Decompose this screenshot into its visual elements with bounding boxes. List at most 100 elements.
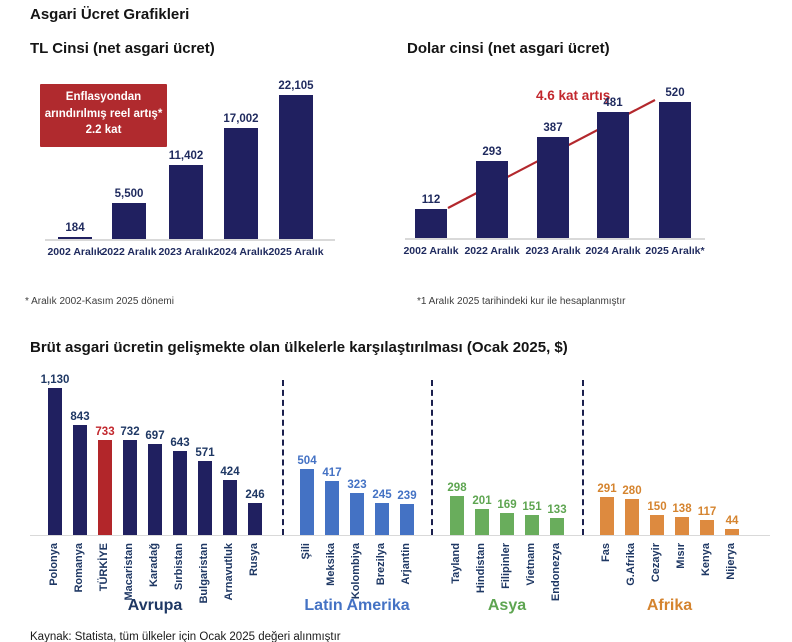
category-label-2024-aral-k: 2024 Aralık xyxy=(585,245,641,257)
category-label-2023-aral-k: 2023 Aralık xyxy=(158,246,214,258)
value-label-polonya: 1,130 xyxy=(40,374,70,386)
value-label-s-rbistan: 643 xyxy=(170,437,190,449)
category-label-2024-aral-k: 2024 Aralık xyxy=(213,246,269,258)
value-label-2022-aral-k: 5,500 xyxy=(114,188,144,200)
value-label-meksika: 417 xyxy=(322,467,342,479)
country-label-tayland: Tayland xyxy=(450,543,462,584)
source-note: Kaynak: Statista, tüm ülkeler için Ocak … xyxy=(30,631,341,642)
value-label-kenya: 117 xyxy=(697,506,717,518)
country-label-cezayir: Cezayir xyxy=(650,543,662,583)
country-label-s-rbistan: Sırbistan xyxy=(173,543,185,591)
country-label-arnavutluk: Arnavutluk xyxy=(223,543,235,601)
inflation-callout: Enflasyondan arındırılmış reel artış* 2.… xyxy=(40,84,167,147)
usd-bar-chart: 4.6 kat artış 112 2002 Aralık 293 2022 Aral… xyxy=(403,70,792,275)
tl-chart-title: TL Cinsi (net asgari ücret) xyxy=(30,40,215,57)
bar-romanya xyxy=(73,425,87,535)
bar-cezayir xyxy=(650,515,664,535)
bar-2025-aral-k xyxy=(659,102,691,238)
bar-2024-aral-k xyxy=(224,128,258,239)
country-comparison-chart: 1,130 Polonya 843 Romanya 733 TÜRKİYE 732 Macar… xyxy=(30,365,780,620)
country-label-rusya: Rusya xyxy=(248,543,260,577)
country-label-fas: Fas xyxy=(600,543,612,562)
bar-polonya xyxy=(48,388,62,535)
bar-macaristan xyxy=(123,440,137,535)
value-label-brezilya: 245 xyxy=(372,489,392,501)
comparison-x-axis xyxy=(30,535,770,536)
bar-tayland xyxy=(450,496,464,535)
callout-line-2: arındırılmış reel artış* xyxy=(44,107,163,120)
country-label-g-afrika: G.Afrika xyxy=(625,543,637,586)
value-label-nijerya: 44 xyxy=(725,515,739,527)
country-label-endonezya: Endonezya xyxy=(550,543,562,602)
country-label-bulgaristan: Bulgaristan xyxy=(198,543,210,604)
bar-s-rbistan xyxy=(173,451,187,535)
bar-ili xyxy=(300,469,314,535)
bar-filipinler xyxy=(500,513,514,535)
country-label-vietnam: Vietnam xyxy=(525,543,537,586)
category-label-2002-aral-k: 2002 Aralık xyxy=(403,245,459,257)
value-label-2025-aral-k: 520 xyxy=(665,87,685,99)
country-label-hindistan: Hindistan xyxy=(475,543,487,594)
tl-x-axis xyxy=(45,239,335,241)
value-label-fas: 291 xyxy=(597,483,617,495)
value-label-hindistan: 201 xyxy=(472,495,492,507)
country-label-romanya: Romanya xyxy=(73,543,85,593)
bar-2023-aral-k xyxy=(169,165,203,239)
value-label-romanya: 843 xyxy=(70,411,90,423)
callout-line-1: Enflasyondan xyxy=(65,91,142,103)
bar-2025-aral-k xyxy=(279,95,313,239)
separator-asya-afrika xyxy=(582,380,584,535)
group-label-afrika: Afrika xyxy=(646,597,693,614)
value-label-macaristan: 732 xyxy=(120,426,140,438)
usd-chart-title: Dolar cinsi (net asgari ücret) xyxy=(407,40,610,57)
value-label-m-s-r: 138 xyxy=(672,503,692,515)
value-label-arnavutluk: 424 xyxy=(220,466,240,478)
value-label-2024-aral-k: 17,002 xyxy=(223,113,259,125)
country-label-karada: Karadağ xyxy=(148,543,160,588)
group-label-avrupa: Avrupa xyxy=(127,597,183,614)
usd-x-axis xyxy=(405,238,705,240)
bar-bulgaristan xyxy=(198,461,212,535)
value-label-g-afrika: 280 xyxy=(622,485,642,497)
bar-arjantin xyxy=(400,504,414,535)
country-label-filipinler: Filipinler xyxy=(500,543,512,589)
group-label-asya: Asya xyxy=(487,597,527,614)
value-label-karada: 697 xyxy=(145,430,165,442)
country-label-kolombiya: Kolombiya xyxy=(350,543,362,600)
value-label-vietnam: 151 xyxy=(522,501,542,513)
country-label-ili: Şili xyxy=(300,543,312,560)
value-label-2002-aral-k: 112 xyxy=(421,194,441,206)
value-label-filipinler: 169 xyxy=(497,499,517,511)
value-label-bulgaristan: 571 xyxy=(195,447,215,459)
country-label-nijerya: Nijerya xyxy=(725,543,737,580)
bar-2023-aral-k xyxy=(537,137,569,238)
bar-t-rki-ye xyxy=(98,440,112,535)
bar-2022-aral-k xyxy=(112,203,146,239)
page-title: Asgari Ücret Grafikleri xyxy=(30,6,190,23)
category-label-2022-aral-k: 2022 Aralık xyxy=(464,245,520,257)
value-label-endonezya: 133 xyxy=(547,504,567,516)
country-label-brezilya: Brezilya xyxy=(375,543,387,586)
usd-footnote: *1 Aralık 2025 tarihindeki kur ile hesap… xyxy=(417,296,626,307)
country-label-t-rki-ye: TÜRKİYE xyxy=(98,543,110,592)
value-label-2022-aral-k: 293 xyxy=(482,146,502,158)
bar-2002-aral-k xyxy=(415,209,447,238)
bar-kolombiya xyxy=(350,493,364,535)
value-label-tayland: 298 xyxy=(447,482,467,494)
bar-2002-aral-k xyxy=(58,237,92,239)
bar-2024-aral-k xyxy=(597,112,629,238)
separator-avrupa-latin xyxy=(282,380,284,535)
category-label-2002-aral-k: 2002 Aralık xyxy=(47,246,103,258)
group-label-latin-amerika: Latin Amerika xyxy=(304,597,410,614)
country-label-arjantin: Arjantin xyxy=(400,543,412,585)
value-label-2025-aral-k: 22,105 xyxy=(278,80,314,92)
category-label-2023-aral-k: 2023 Aralık xyxy=(525,245,581,257)
separator-latin-asya xyxy=(431,380,433,535)
bar-hindistan xyxy=(475,509,489,535)
value-label-ili: 504 xyxy=(297,455,317,467)
country-label-meksika: Meksika xyxy=(325,543,337,586)
comparison-chart-title: Brüt asgari ücretin gelişmekte olan ülke… xyxy=(30,339,568,356)
value-label-2024-aral-k: 481 xyxy=(603,97,623,109)
bar-vietnam xyxy=(525,515,539,535)
